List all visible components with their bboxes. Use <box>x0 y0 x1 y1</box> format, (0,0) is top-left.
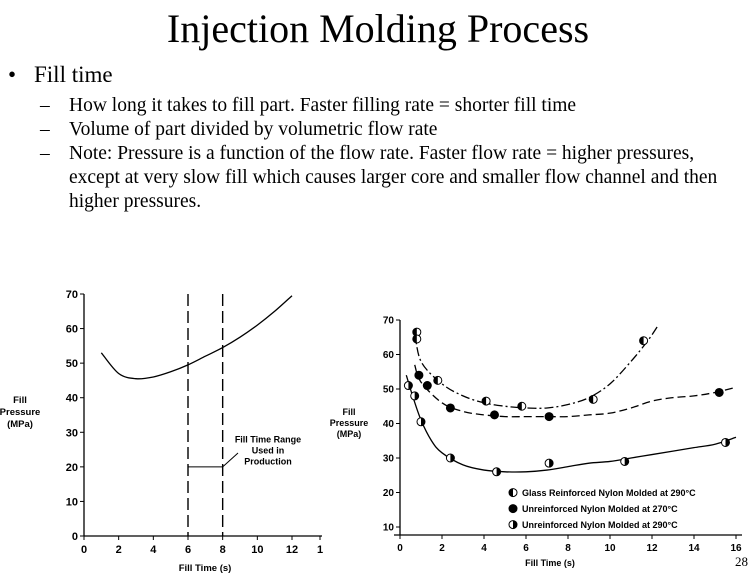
data-point-fill <box>517 402 522 411</box>
y-tick-label: 20 <box>66 462 78 474</box>
legend-label: Unreinforced Nylon Molded at 270°C <box>522 504 678 514</box>
x-tick-label: 0 <box>397 543 403 554</box>
x-tick-label: 6 <box>523 543 529 554</box>
y-tick-label: 30 <box>383 454 395 465</box>
main-bullet-text: Fill time <box>34 62 113 87</box>
slide-title: Injection Molding Process <box>166 6 590 51</box>
y-axis-label: (MPa) <box>337 429 362 439</box>
series-line <box>414 324 659 409</box>
series-group: Unreinforced Nylon Molded at 270°C <box>414 364 737 514</box>
legend-label: Unreinforced Nylon Molded at 290°C <box>522 520 678 530</box>
legend-label: Glass Reinforced Nylon Molded at 290°C <box>522 488 696 498</box>
sub-bullet: – Note: Pressure is a function of the fl… <box>40 142 745 214</box>
y-tick-label: 40 <box>383 419 395 430</box>
annotation-text: Fill Time Range <box>235 435 301 445</box>
sub-bullet-text: Volume of part divided by volumetric flo… <box>69 119 438 140</box>
y-axis-label: Fill <box>343 407 356 417</box>
page-number: 28 <box>735 554 748 569</box>
data-point-fill <box>639 336 644 345</box>
data-point-fill <box>482 397 487 406</box>
pressure-curve <box>100 295 293 380</box>
legend-marker <box>508 504 518 514</box>
sub-bullet-text: Note: Pressure is a function of the flow… <box>69 143 718 212</box>
data-point <box>714 387 724 397</box>
x-tick-label: 4 <box>150 544 157 556</box>
x-axis-label: Fill Time (s) <box>179 563 232 574</box>
data-point-fill <box>433 376 438 385</box>
x-axis-label: Fill Time (s) <box>525 558 575 568</box>
data-point <box>490 410 499 420</box>
nylon-fill-pressure-chart: 10 20 30 40 50 60 70 0 2 4 6 8 10 12 14 16 FillPressure(… <box>330 316 742 568</box>
series-line <box>405 375 737 473</box>
data-point-fill <box>414 391 419 400</box>
data-point <box>544 412 554 422</box>
main-bullet: • Fill time <box>8 60 113 90</box>
y-tick-label: 10 <box>66 496 78 508</box>
y-tick-label: 50 <box>66 358 78 370</box>
y-tick-label: 0 <box>72 531 78 543</box>
y-axis-label: Fill <box>13 395 27 406</box>
bullet-marker: • <box>8 62 17 87</box>
annotation-text: Production <box>244 457 292 467</box>
sub-bullet: – Volume of part divided by volumetric f… <box>40 118 745 142</box>
y-tick-label: 30 <box>66 427 78 439</box>
y-tick-label: 50 <box>383 385 395 396</box>
x-tick-label: 4 <box>481 543 487 554</box>
y-tick-label: 40 <box>66 393 78 405</box>
x-tick-label: 1 <box>317 544 323 556</box>
data-point-fill <box>624 457 629 466</box>
x-tick-label: 2 <box>116 544 122 556</box>
x-tick-label: 10 <box>251 544 263 556</box>
x-tick-label: 2 <box>439 543 445 554</box>
x-tick-label: 8 <box>565 543 571 554</box>
data-point-fill <box>408 381 413 390</box>
y-axis-label: Pressure <box>330 418 369 428</box>
y-tick-label: 20 <box>383 488 395 499</box>
y-tick-label: 10 <box>383 523 395 534</box>
sub-bullet-text: How long it takes to fill part. Faster f… <box>69 95 577 116</box>
sub-bullet: – How long it takes to fill part. Faster… <box>40 94 745 118</box>
data-point-fill <box>450 454 455 462</box>
annotation-leader <box>222 452 239 468</box>
sub-bullet-marker: – <box>40 143 50 164</box>
x-tick-label: 6 <box>185 544 191 556</box>
x-tick-label: 12 <box>286 544 298 556</box>
y-tick-label: 70 <box>383 316 395 327</box>
annotation-text: Used in <box>252 446 285 456</box>
data-point-fill <box>549 459 554 468</box>
sub-bullet-marker: – <box>40 119 50 140</box>
sub-bullet-marker: – <box>40 95 50 116</box>
data-point-fill <box>421 417 425 426</box>
series-group: Unreinforced Nylon Molded at 290°C <box>403 375 737 530</box>
data-point-fill <box>412 334 417 343</box>
x-tick-label: 8 <box>220 544 226 556</box>
x-tick-label: 16 <box>730 543 742 554</box>
data-point-fill <box>412 328 417 337</box>
y-tick-label: 60 <box>383 350 395 361</box>
x-tick-label: 10 <box>604 543 616 554</box>
series-line <box>414 364 737 418</box>
y-axis-label: (MPa) <box>7 419 33 430</box>
data-point <box>445 403 455 413</box>
x-tick-label: 12 <box>646 543 658 554</box>
data-point <box>422 381 432 391</box>
y-axis-label: Pressure <box>0 407 40 418</box>
sub-bullets: – How long it takes to fill part. Faster… <box>40 94 745 214</box>
x-tick-label: 0 <box>81 544 87 556</box>
y-tick-label: 60 <box>66 324 78 336</box>
data-point-fill <box>725 438 730 447</box>
x-tick-label: 14 <box>688 543 700 554</box>
legend-marker-fill <box>509 488 513 497</box>
data-point <box>414 370 424 380</box>
y-tick-label: 70 <box>66 289 78 301</box>
data-point-fill <box>496 467 501 476</box>
data-point-fill <box>589 395 594 404</box>
series-group: Glass Reinforced Nylon Molded at 290°C <box>412 324 696 498</box>
legend-marker-fill <box>513 520 517 529</box>
fill-pressure-chart: 0 10 20 30 40 50 60 70 0 2 4 6 8 10 12 1 FillPressure(MP… <box>0 289 323 574</box>
